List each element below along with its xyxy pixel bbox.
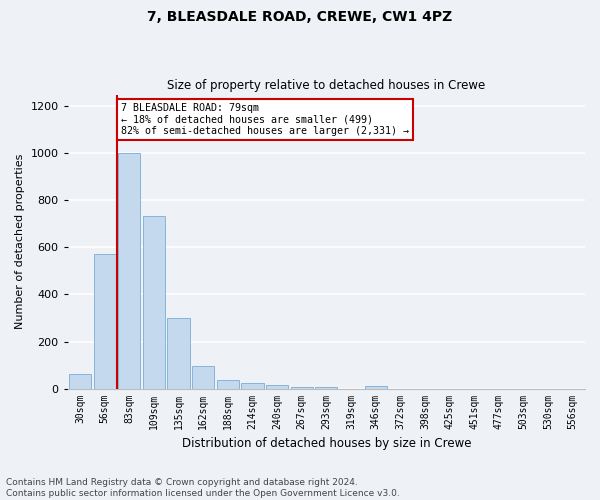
Bar [365, 386, 387, 388]
Bar [118, 154, 140, 388]
Bar [192, 366, 214, 388]
Bar [217, 380, 239, 388]
Text: 7, BLEASDALE ROAD, CREWE, CW1 4PZ: 7, BLEASDALE ROAD, CREWE, CW1 4PZ [148, 10, 452, 24]
Bar [241, 384, 263, 388]
Title: Size of property relative to detached houses in Crewe: Size of property relative to detached ho… [167, 79, 485, 92]
Text: Contains HM Land Registry data © Crown copyright and database right 2024.
Contai: Contains HM Land Registry data © Crown c… [6, 478, 400, 498]
Text: 7 BLEASDALE ROAD: 79sqm
← 18% of detached houses are smaller (499)
82% of semi-d: 7 BLEASDALE ROAD: 79sqm ← 18% of detache… [121, 103, 409, 136]
Y-axis label: Number of detached properties: Number of detached properties [15, 154, 25, 329]
X-axis label: Distribution of detached houses by size in Crewe: Distribution of detached houses by size … [182, 437, 471, 450]
Bar [290, 386, 313, 388]
Bar [266, 385, 288, 388]
Bar [167, 318, 190, 388]
Bar [143, 216, 165, 388]
Bar [94, 254, 116, 388]
Bar [69, 374, 91, 388]
